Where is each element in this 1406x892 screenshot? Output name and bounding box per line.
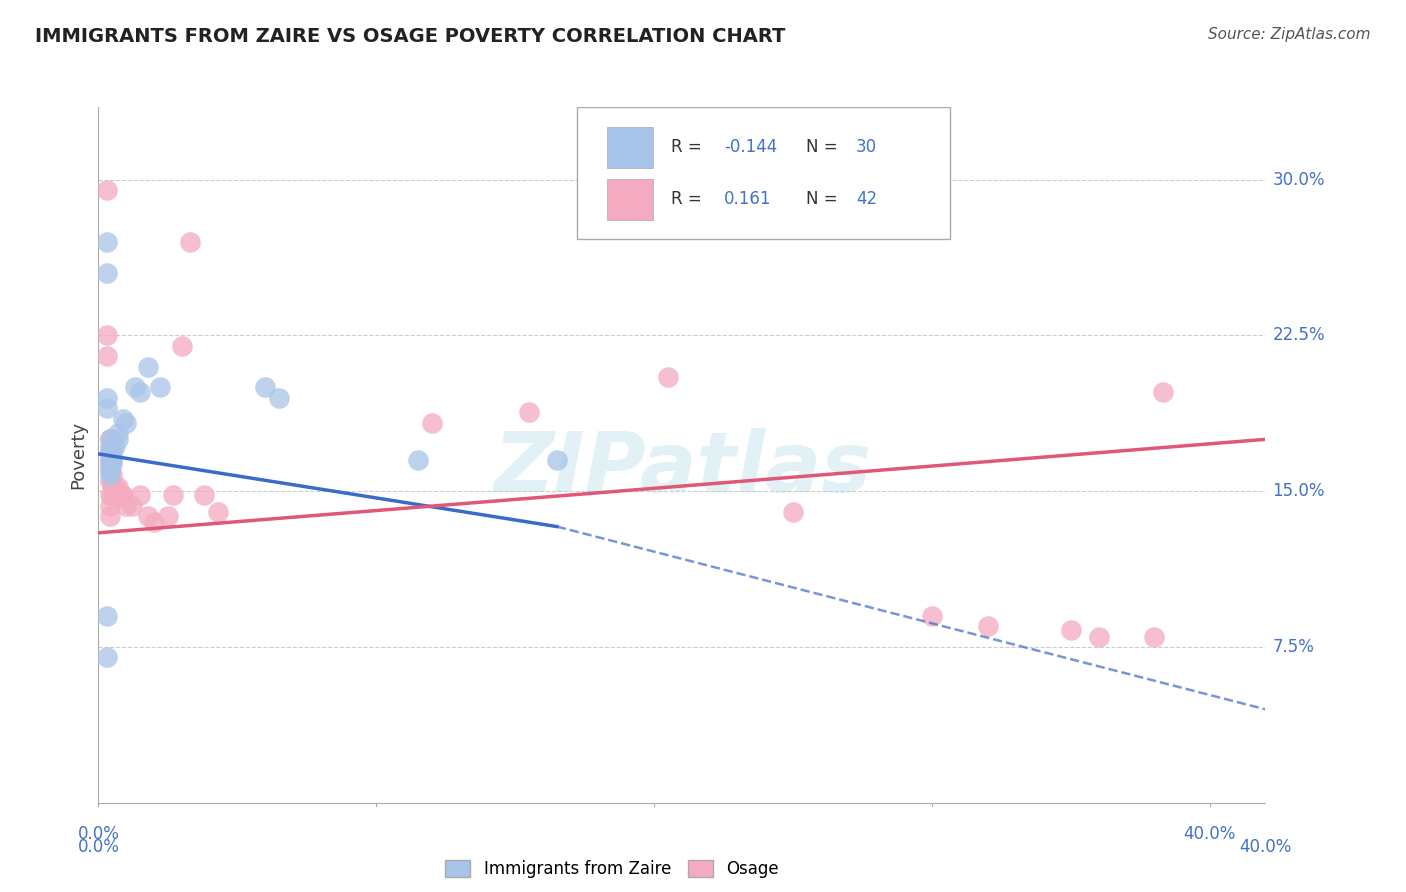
Point — [107, 426, 129, 441]
Text: N =: N = — [806, 190, 842, 208]
Point — [124, 380, 146, 394]
Point — [254, 380, 277, 394]
Point — [98, 439, 121, 453]
Point — [98, 467, 121, 482]
Point — [101, 457, 124, 471]
Point — [98, 499, 121, 513]
Point — [104, 480, 127, 494]
Point — [96, 235, 118, 249]
Point — [98, 509, 121, 524]
Point — [267, 391, 290, 405]
Text: R =: R = — [672, 190, 707, 208]
Text: Source: ZipAtlas.com: Source: ZipAtlas.com — [1208, 27, 1371, 42]
Point — [98, 447, 121, 461]
Point — [115, 416, 138, 430]
Point — [98, 474, 121, 488]
Point — [98, 442, 121, 457]
Point — [98, 457, 121, 471]
Point — [129, 384, 152, 399]
Point — [110, 488, 132, 502]
Point — [921, 608, 943, 623]
Point — [1143, 630, 1166, 644]
Point — [98, 463, 121, 477]
Text: 7.5%: 7.5% — [1272, 638, 1315, 656]
Point — [148, 380, 170, 394]
Point — [121, 499, 143, 513]
Point — [101, 488, 124, 502]
Point — [1060, 624, 1083, 638]
Point — [107, 491, 129, 505]
Text: -0.144: -0.144 — [724, 138, 778, 156]
Point — [96, 349, 118, 363]
Point — [98, 433, 121, 447]
Point — [96, 608, 118, 623]
Point — [101, 442, 124, 457]
Point — [98, 463, 121, 477]
Point — [98, 488, 121, 502]
Point — [782, 505, 804, 519]
Point — [115, 499, 138, 513]
Point — [138, 509, 160, 524]
Point — [179, 235, 201, 249]
Point — [976, 619, 998, 633]
Point — [546, 453, 568, 467]
Point — [96, 328, 118, 343]
Point — [107, 480, 129, 494]
Point — [96, 401, 118, 416]
Point — [101, 447, 124, 461]
Point — [156, 509, 179, 524]
Text: 40.0%: 40.0% — [1184, 825, 1236, 843]
Point — [107, 433, 129, 447]
Text: IMMIGRANTS FROM ZAIRE VS OSAGE POVERTY CORRELATION CHART: IMMIGRANTS FROM ZAIRE VS OSAGE POVERTY C… — [35, 27, 786, 45]
Point — [112, 488, 135, 502]
Point — [1152, 384, 1174, 399]
Point — [104, 439, 127, 453]
Point — [143, 516, 166, 530]
Point — [101, 467, 124, 482]
Point — [420, 416, 443, 430]
Text: 0.161: 0.161 — [724, 190, 772, 208]
Point — [406, 453, 429, 467]
Point — [96, 650, 118, 665]
FancyBboxPatch shape — [576, 107, 950, 239]
Legend: Immigrants from Zaire, Osage: Immigrants from Zaire, Osage — [439, 854, 785, 885]
Point — [162, 488, 184, 502]
Point — [1087, 630, 1109, 644]
Point — [207, 505, 229, 519]
Point — [96, 391, 118, 405]
Text: ZIPatlas: ZIPatlas — [494, 428, 870, 509]
Point — [112, 411, 135, 425]
Text: 15.0%: 15.0% — [1272, 483, 1324, 500]
Text: R =: R = — [672, 138, 707, 156]
Point — [98, 457, 121, 471]
Text: 22.5%: 22.5% — [1272, 326, 1324, 344]
Point — [101, 478, 124, 492]
FancyBboxPatch shape — [607, 127, 652, 168]
Text: 0.0%: 0.0% — [77, 825, 120, 843]
Point — [170, 339, 193, 353]
Text: 42: 42 — [856, 190, 877, 208]
Text: 40.0%: 40.0% — [1239, 838, 1292, 855]
Text: 30: 30 — [856, 138, 877, 156]
Y-axis label: Poverty: Poverty — [69, 421, 87, 489]
Point — [98, 453, 121, 467]
Point — [98, 453, 121, 467]
Point — [96, 183, 118, 197]
Point — [517, 405, 540, 419]
Point — [129, 488, 152, 502]
Point — [98, 433, 121, 447]
Text: 0.0%: 0.0% — [77, 838, 120, 855]
Point — [657, 370, 679, 384]
Text: N =: N = — [806, 138, 842, 156]
FancyBboxPatch shape — [607, 178, 652, 219]
Text: 30.0%: 30.0% — [1272, 170, 1324, 189]
Point — [193, 488, 215, 502]
Point — [98, 447, 121, 461]
Point — [101, 453, 124, 467]
Point — [96, 266, 118, 280]
Point — [138, 359, 160, 374]
